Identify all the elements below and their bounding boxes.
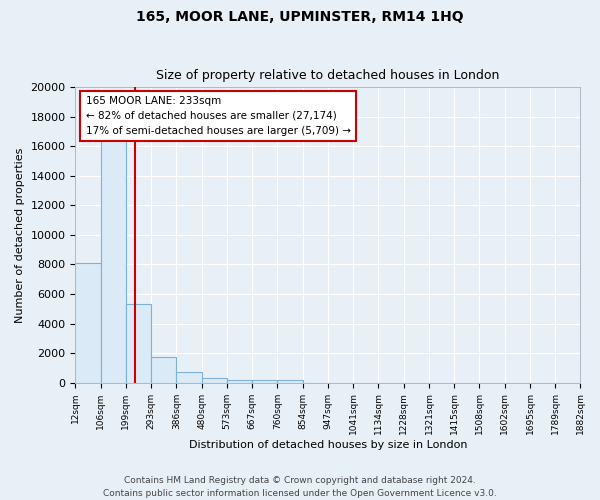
Bar (101, 138, 126, 382)
Bar (202, 378, 227, 382)
Bar (176, 372, 202, 382)
Text: 165, MOOR LANE, UPMINSTER, RM14 1HQ: 165, MOOR LANE, UPMINSTER, RM14 1HQ (136, 10, 464, 24)
X-axis label: Distribution of detached houses by size in London: Distribution of detached houses by size … (189, 440, 467, 450)
Bar (126, 304, 151, 382)
Title: Size of property relative to detached houses in London: Size of property relative to detached ho… (156, 69, 500, 82)
Bar (227, 380, 253, 382)
Bar (277, 380, 303, 382)
Text: 165 MOOR LANE: 233sqm
← 82% of detached houses are smaller (27,174)
17% of semi-: 165 MOOR LANE: 233sqm ← 82% of detached … (86, 96, 350, 136)
Bar (151, 357, 176, 382)
Text: Contains HM Land Registry data © Crown copyright and database right 2024.
Contai: Contains HM Land Registry data © Crown c… (103, 476, 497, 498)
Y-axis label: Number of detached properties: Number of detached properties (15, 148, 25, 322)
Bar (253, 380, 277, 382)
Bar (76, 263, 101, 382)
